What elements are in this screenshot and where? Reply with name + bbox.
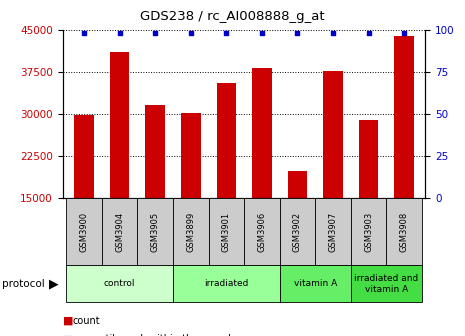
Point xyxy=(329,30,337,36)
Point xyxy=(365,30,372,36)
Point xyxy=(80,30,88,36)
Point xyxy=(187,30,194,36)
Bar xyxy=(323,71,343,282)
Text: ■: ■ xyxy=(63,316,73,326)
Text: ▶: ▶ xyxy=(49,278,58,290)
Point xyxy=(294,30,301,36)
Bar xyxy=(74,115,94,282)
Point xyxy=(258,30,266,36)
Bar xyxy=(394,36,414,282)
Point xyxy=(223,30,230,36)
Bar xyxy=(386,198,422,265)
Bar xyxy=(110,51,129,282)
Bar xyxy=(146,105,165,282)
Text: ■: ■ xyxy=(63,334,73,336)
Text: GSM3899: GSM3899 xyxy=(186,212,195,252)
Text: count: count xyxy=(72,316,100,326)
Text: GSM3907: GSM3907 xyxy=(328,212,338,252)
Text: irradiated: irradiated xyxy=(204,280,248,288)
Bar xyxy=(209,198,244,265)
Text: protocol: protocol xyxy=(2,279,45,289)
Bar xyxy=(351,265,422,302)
Point xyxy=(400,30,408,36)
Text: percentile rank within the sample: percentile rank within the sample xyxy=(72,334,237,336)
Text: control: control xyxy=(104,280,135,288)
Bar xyxy=(217,83,236,282)
Bar xyxy=(66,265,173,302)
Bar xyxy=(102,198,138,265)
Text: GSM3904: GSM3904 xyxy=(115,212,124,252)
Bar xyxy=(138,198,173,265)
Bar xyxy=(173,198,209,265)
Point xyxy=(116,30,123,36)
Text: irradiated and
vitamin A: irradiated and vitamin A xyxy=(354,274,418,294)
Text: GSM3900: GSM3900 xyxy=(80,212,89,252)
Bar xyxy=(279,265,351,302)
Bar xyxy=(359,120,379,282)
Bar xyxy=(181,113,200,282)
Bar xyxy=(279,198,315,265)
Text: GSM3905: GSM3905 xyxy=(151,212,160,252)
Bar xyxy=(244,198,279,265)
Text: GSM3906: GSM3906 xyxy=(258,212,266,252)
Bar xyxy=(351,198,386,265)
Bar xyxy=(252,68,272,282)
Text: vitamin A: vitamin A xyxy=(293,280,337,288)
Text: GSM3908: GSM3908 xyxy=(399,212,409,252)
Bar xyxy=(288,171,307,282)
Text: GSM3903: GSM3903 xyxy=(364,212,373,252)
Text: GDS238 / rc_AI008888_g_at: GDS238 / rc_AI008888_g_at xyxy=(140,10,325,23)
Text: GSM3901: GSM3901 xyxy=(222,212,231,252)
Point xyxy=(152,30,159,36)
Bar xyxy=(66,198,102,265)
Bar xyxy=(173,265,279,302)
Bar xyxy=(315,198,351,265)
Text: GSM3902: GSM3902 xyxy=(293,212,302,252)
